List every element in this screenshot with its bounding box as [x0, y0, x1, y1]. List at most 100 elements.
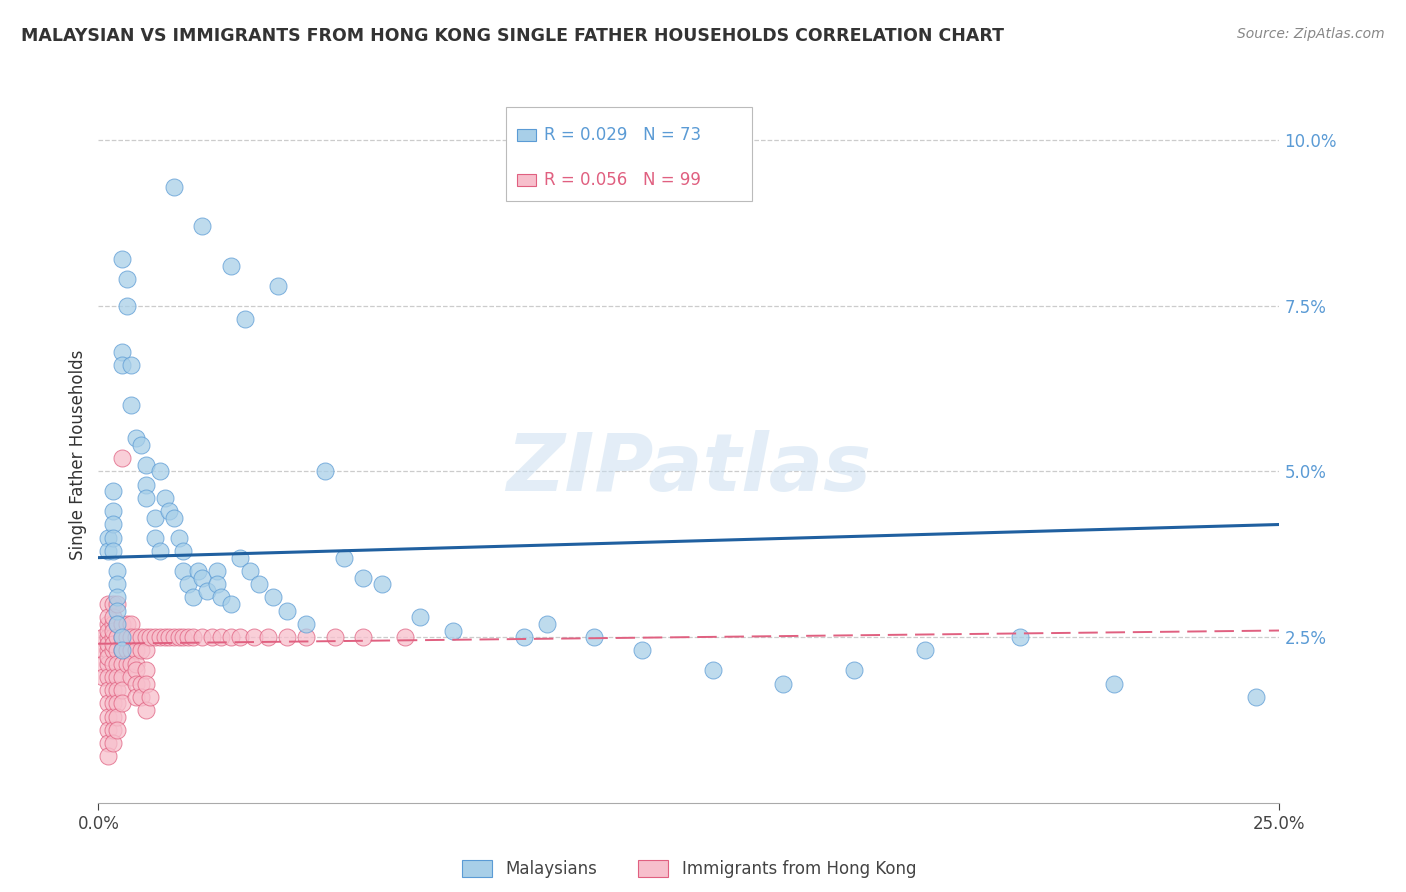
Point: [111, 616, 134, 631]
Point: [105, 591, 128, 605]
Point: [167, 531, 190, 545]
Point: [101, 697, 124, 711]
Point: [97, 683, 120, 698]
Point: [143, 630, 166, 644]
Point: [209, 630, 232, 644]
Point: [143, 531, 166, 545]
Point: [295, 630, 318, 644]
Point: [167, 630, 190, 644]
Point: [111, 643, 134, 657]
Point: [91, 643, 114, 657]
Legend: Malaysians, Immigrants from Hong Kong: Malaysians, Immigrants from Hong Kong: [456, 854, 922, 885]
Point: [257, 630, 280, 644]
Point: [135, 663, 157, 677]
Point: [101, 531, 124, 545]
Point: [101, 630, 124, 644]
Point: [91, 630, 114, 644]
Point: [111, 697, 134, 711]
Point: [181, 591, 204, 605]
Point: [105, 604, 128, 618]
Point: [97, 697, 120, 711]
Point: [276, 630, 298, 644]
Point: [125, 663, 148, 677]
Point: [209, 591, 232, 605]
Point: [97, 749, 120, 764]
Point: [323, 630, 346, 644]
Point: [135, 676, 157, 690]
Point: [115, 657, 138, 671]
Point: [97, 630, 120, 644]
Point: [101, 723, 124, 737]
Point: [143, 511, 166, 525]
Point: [115, 630, 138, 644]
Point: [111, 359, 134, 373]
Point: [267, 279, 290, 293]
Point: [121, 616, 143, 631]
Point: [91, 670, 114, 684]
Point: [125, 690, 148, 704]
Point: [333, 550, 356, 565]
Point: [97, 531, 120, 545]
Point: [97, 624, 120, 638]
Point: [97, 544, 120, 558]
Point: [205, 577, 228, 591]
Point: [129, 438, 152, 452]
Point: [163, 630, 186, 644]
Point: [201, 630, 224, 644]
Point: [181, 630, 204, 644]
Text: R = 0.029   N = 73: R = 0.029 N = 73: [544, 126, 702, 145]
Point: [1244, 690, 1267, 704]
Point: [157, 504, 180, 518]
Point: [371, 577, 394, 591]
Point: [536, 616, 558, 631]
Point: [101, 624, 124, 638]
Point: [105, 670, 128, 684]
Point: [172, 564, 194, 578]
Point: [125, 431, 148, 445]
Point: [844, 663, 866, 677]
Point: [111, 451, 134, 466]
Point: [115, 299, 138, 313]
Text: ZIPatlas: ZIPatlas: [506, 430, 872, 508]
Point: [219, 259, 242, 273]
Point: [97, 610, 120, 624]
Point: [205, 564, 228, 578]
Point: [139, 630, 162, 644]
Point: [177, 630, 200, 644]
Point: [125, 676, 148, 690]
Point: [135, 458, 157, 472]
Point: [105, 577, 128, 591]
Point: [121, 630, 143, 644]
Point: [97, 709, 120, 723]
Point: [101, 484, 124, 499]
Point: [121, 657, 143, 671]
Point: [129, 630, 152, 644]
Point: [97, 657, 120, 671]
Point: [115, 643, 138, 657]
Point: [135, 630, 157, 644]
Point: [157, 630, 180, 644]
Point: [111, 657, 134, 671]
Point: [111, 683, 134, 698]
Point: [191, 630, 214, 644]
Point: [111, 630, 134, 644]
Point: [125, 643, 148, 657]
Point: [105, 697, 128, 711]
Point: [702, 663, 724, 677]
Point: [97, 616, 120, 631]
Point: [352, 630, 374, 644]
Point: [101, 643, 124, 657]
Point: [195, 583, 218, 598]
Point: [149, 544, 172, 558]
Point: [247, 577, 270, 591]
Point: [115, 272, 138, 286]
Point: [243, 630, 266, 644]
Point: [153, 491, 176, 505]
Point: [408, 610, 430, 624]
Text: R = 0.056   N = 99: R = 0.056 N = 99: [544, 171, 702, 189]
Point: [121, 359, 143, 373]
Point: [105, 643, 128, 657]
Point: [229, 630, 252, 644]
Point: [111, 630, 134, 644]
Point: [149, 630, 172, 644]
